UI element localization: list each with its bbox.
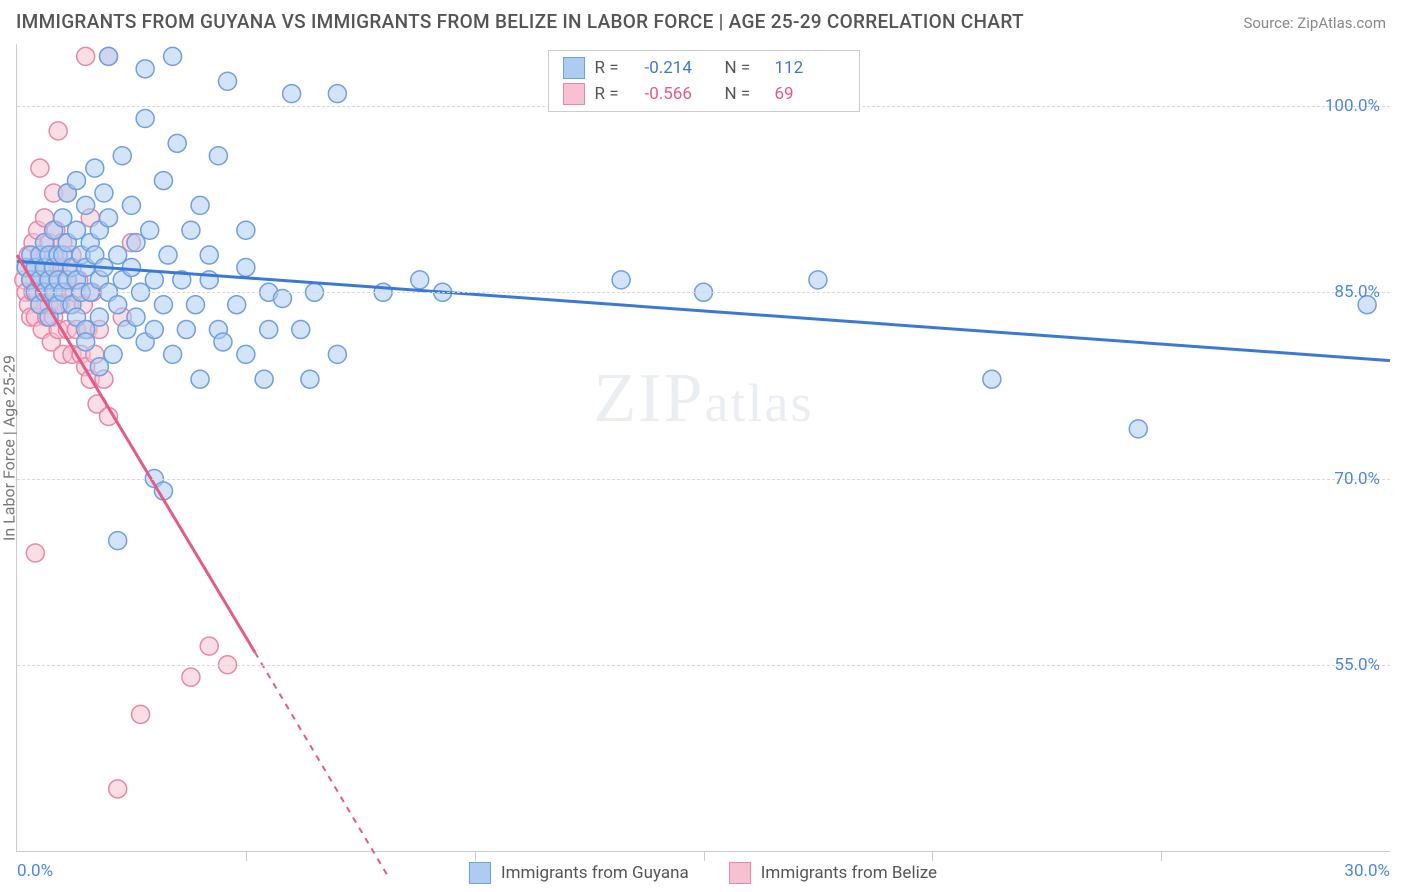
legend-swatch-guyana [563, 57, 585, 79]
chart-area: In Labor Force | Age 25-29 ZIPatlas 100.… [16, 44, 1390, 852]
legend-row: R = -0.214 N = 112 [563, 57, 845, 79]
y-tick-label: 70.0% [1334, 469, 1380, 489]
chart-title: IMMIGRANTS FROM GUYANA VS IMMIGRANTS FRO… [16, 10, 1024, 33]
legend-r-label: R = [595, 84, 635, 104]
legend-label: Immigrants from Belize [761, 863, 937, 883]
legend-label: Immigrants from Guyana [501, 863, 689, 883]
legend-n-value: 69 [775, 84, 845, 104]
y-tick-label: 85.0% [1334, 282, 1380, 302]
legend-r-value: -0.214 [645, 58, 715, 78]
legend-r-value: -0.566 [645, 84, 715, 104]
y-tick-label: 55.0% [1334, 655, 1380, 675]
legend-swatch-guyana [469, 862, 491, 884]
legend-swatch-belize [563, 83, 585, 105]
x-tick-label-left: 0.0% [17, 861, 53, 881]
chart-header: IMMIGRANTS FROM GUYANA VS IMMIGRANTS FRO… [0, 0, 1406, 39]
legend-row: R = -0.566 N = 69 [563, 83, 845, 105]
y-tick-label: 100.0% [1325, 96, 1380, 116]
legend-n-value: 112 [775, 58, 845, 78]
series-legend: Immigrants from Guyana Immigrants from B… [469, 862, 937, 884]
correlation-legend: R = -0.214 N = 112 R = -0.566 N = 69 [548, 50, 860, 112]
y-axis-title: In Labor Force | Age 25-29 [0, 354, 19, 540]
legend-item: Immigrants from Guyana [469, 862, 689, 884]
legend-r-label: R = [595, 58, 635, 78]
legend-item: Immigrants from Belize [729, 862, 937, 884]
legend-n-label: N = [725, 84, 765, 104]
x-tick-label-right: 30.0% [1344, 861, 1390, 881]
legend-n-label: N = [725, 58, 765, 78]
legend-swatch-belize [729, 862, 751, 884]
scatter-svg [17, 44, 1390, 851]
plot-region: ZIPatlas 100.0%85.0%70.0%55.0% [17, 44, 1390, 851]
chart-source: Source: ZipAtlas.com [1243, 14, 1386, 32]
